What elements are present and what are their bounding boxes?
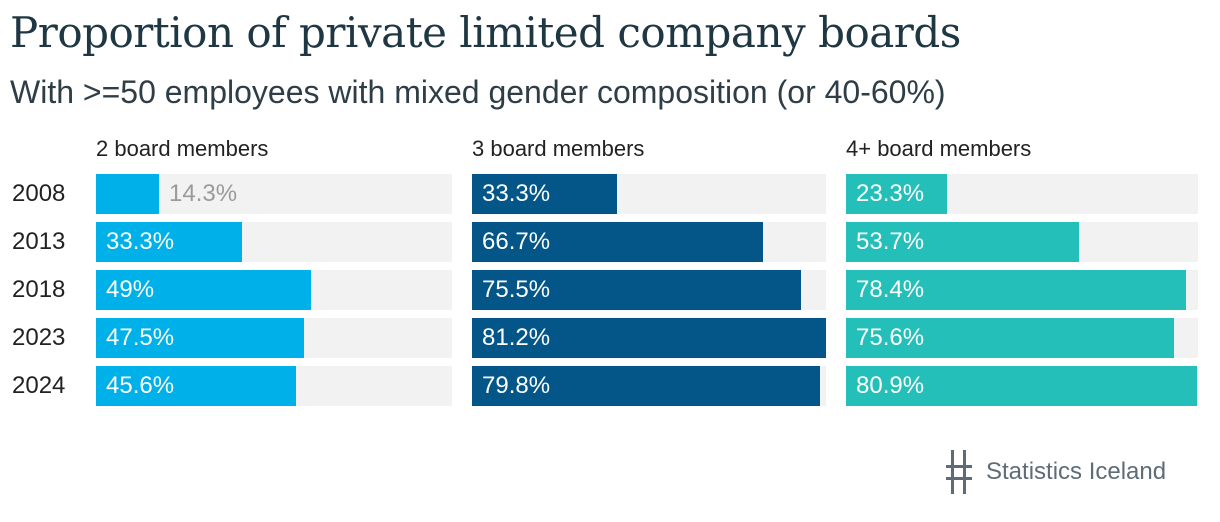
chart-title: Proportion of private limited company bo… <box>10 8 961 57</box>
year-label: 2023 <box>12 324 66 351</box>
bar <box>96 318 304 358</box>
bar-value-label: 45.6% <box>106 372 175 399</box>
bar-value-label: 47.5% <box>106 324 175 351</box>
year-label: 2018 <box>12 276 66 303</box>
bar <box>96 270 311 310</box>
bar-track: 53.7% <box>846 222 1198 262</box>
bar <box>472 174 617 214</box>
bar-value-label: 49% <box>106 276 155 303</box>
bar-track: 75.6% <box>846 318 1198 358</box>
panel-title: 3 board members <box>472 136 645 161</box>
brand-name: Statistics Iceland <box>986 458 1167 485</box>
bar <box>846 174 947 214</box>
bar-value-label: 78.4% <box>856 276 925 303</box>
bar-value-label: 23.3% <box>856 180 925 207</box>
bar-value-label: 79.8% <box>482 372 551 399</box>
bar-track: 66.7% <box>472 222 826 262</box>
bar-value-label: 75.6% <box>856 324 925 351</box>
year-label: 2024 <box>12 372 66 399</box>
bar <box>472 318 826 358</box>
bar <box>472 366 820 406</box>
year-label: 2008 <box>12 180 66 207</box>
bar-track: 47.5% <box>96 318 452 358</box>
bar <box>846 366 1197 406</box>
statistics-iceland-mark-icon <box>946 450 972 494</box>
bar <box>472 222 763 262</box>
bar-track: 23.3% <box>846 174 1198 214</box>
bar <box>96 174 159 214</box>
bar-value-label: 75.5% <box>482 276 551 303</box>
bar <box>846 270 1186 310</box>
statistics-iceland-logo: Statistics Iceland <box>946 450 1166 494</box>
bar-track: 81.2% <box>472 318 826 358</box>
bar-track: 79.8% <box>472 366 826 406</box>
bar-value-label: 80.9% <box>856 372 925 399</box>
bar-value-label: 66.7% <box>482 228 551 255</box>
bar-track: 33.3% <box>472 174 826 214</box>
bar-track: 33.3% <box>96 222 452 262</box>
bar <box>472 270 801 310</box>
bar-track: 14.3% <box>96 174 452 214</box>
bar <box>846 318 1174 358</box>
bar-value-label: 14.3% <box>169 180 238 207</box>
bar-track: 78.4% <box>846 270 1198 310</box>
panel-title: 2 board members <box>96 136 269 161</box>
bar-track: 49% <box>96 270 452 310</box>
bar-track: 45.6% <box>96 366 452 406</box>
bar-track: 75.5% <box>472 270 826 310</box>
bar <box>96 222 242 262</box>
bar-value-label: 53.7% <box>856 228 925 255</box>
chart-subtitle: With >=50 employees with mixed gender co… <box>10 74 946 110</box>
bar <box>846 222 1079 262</box>
bar-value-label: 81.2% <box>482 324 551 351</box>
bar <box>96 366 296 406</box>
year-label: 2013 <box>12 228 66 255</box>
panel-title: 4+ board members <box>846 136 1032 161</box>
bar-track: 80.9% <box>846 366 1198 406</box>
bar-value-label: 33.3% <box>106 228 175 255</box>
bar-value-label: 33.3% <box>482 180 551 207</box>
